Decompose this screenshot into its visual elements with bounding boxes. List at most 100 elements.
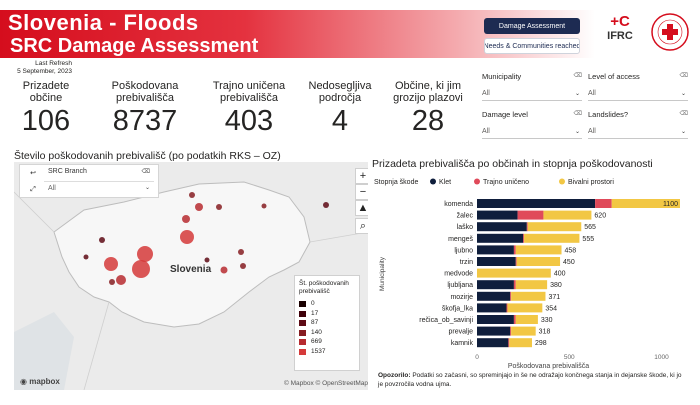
chevron-down-icon: ⌄ <box>574 91 580 97</box>
map-bubble[interactable] <box>240 263 246 269</box>
map-attribution[interactable]: © Mapbox © OpenStreetMap <box>284 380 369 387</box>
bar-segment <box>523 233 525 243</box>
page-subtitle: SRC Damage Assessment <box>10 35 259 57</box>
landslides-dropdown[interactable]: All ⌄ <box>588 126 688 139</box>
kpi-label: Poškodovana prebivališča <box>111 80 179 104</box>
zoom-in-button[interactable]: + <box>355 168 368 184</box>
red-cross-slovenia-logo <box>651 13 689 51</box>
legend-label: 17 <box>311 309 319 317</box>
bar-segment <box>513 280 516 290</box>
data-label: 400 <box>554 271 566 278</box>
country-label: Slovenia <box>170 264 212 275</box>
legend-swatch <box>299 301 306 307</box>
mapbox-logo: ◉ mapbox <box>20 377 60 386</box>
legend-label: 140 <box>311 328 322 336</box>
eraser-icon[interactable]: ⌫ <box>679 111 688 117</box>
map-bubble[interactable] <box>104 257 118 271</box>
map-bubble[interactable] <box>182 215 190 223</box>
map-bubble[interactable] <box>189 192 195 198</box>
eraser-icon[interactable]: ⌫ <box>573 111 582 117</box>
map-bubble[interactable] <box>116 275 126 285</box>
map-bubble[interactable] <box>99 237 105 243</box>
damage-level-dropdown[interactable]: All ⌄ <box>482 126 582 139</box>
bar-segment <box>527 222 582 232</box>
bar-segment <box>477 291 511 301</box>
slicer-label: Level of access <box>588 72 640 81</box>
header-banner: Slovenia - Floods SRC Damage Assessment <box>0 10 700 58</box>
map-bubble[interactable] <box>204 257 210 263</box>
bar-segment <box>516 257 561 266</box>
legend-item: 17 <box>299 309 355 319</box>
map-title: Število poškodovanih prebivališč (po pod… <box>14 150 281 162</box>
legend-swatch <box>299 320 306 326</box>
legend-label: Trajno uničeno <box>483 179 529 186</box>
slicer-label: Damage level <box>482 110 528 119</box>
expand-icon[interactable]: ⤢ <box>30 186 36 193</box>
map-bubble[interactable] <box>180 230 194 244</box>
page-title: Slovenia - Floods <box>8 10 199 35</box>
chevron-down-icon[interactable]: ⌄ <box>144 185 150 191</box>
src-branch-slicer[interactable]: ↩ ⤢ SRC Branch ⌫ All ⌄ <box>19 164 159 198</box>
map-bubble[interactable] <box>323 202 329 208</box>
zoom-out-button[interactable]: − <box>355 184 368 200</box>
compass-button[interactable]: ▲ <box>355 200 368 216</box>
needs-communities-button[interactable]: Needs & Communities reached <box>484 38 580 54</box>
map-bubble[interactable] <box>137 246 153 262</box>
kpi-label: Prizadete občine <box>22 80 70 104</box>
map-bubble[interactable] <box>261 203 267 209</box>
legend-marker <box>559 178 565 185</box>
bar-segment <box>515 280 548 290</box>
eraser-icon[interactable]: ⌫ <box>679 73 688 79</box>
bar-segment <box>526 222 528 232</box>
level-of-access-slicer[interactable]: Level of access ⌫ All ⌄ <box>588 72 688 101</box>
data-label: 620 <box>594 213 606 220</box>
damage-assessment-button[interactable]: Damage Assessment <box>484 18 580 34</box>
bar-segment <box>515 315 538 324</box>
damage-level-slicer[interactable]: Damage level ⌫ All ⌄ <box>482 110 582 139</box>
landslides-slicer[interactable]: Landslides? ⌫ All ⌄ <box>588 110 688 139</box>
map-bubble[interactable] <box>109 279 115 285</box>
slicer-value: All <box>588 128 596 135</box>
category-label: ljubno <box>454 247 473 254</box>
category-label: medvode <box>444 271 473 278</box>
legend-label: 669 <box>311 338 322 345</box>
slicer-value: All <box>482 90 490 97</box>
category-label: trzin <box>460 259 473 266</box>
category-label: laško <box>457 224 473 231</box>
bar-segment <box>477 303 507 313</box>
back-arrow-icon[interactable]: ↩ <box>30 170 36 177</box>
search-map-button[interactable]: ⌕ <box>355 218 368 234</box>
eraser-icon[interactable]: ⌫ <box>141 169 150 175</box>
map-bubble[interactable] <box>238 249 244 255</box>
bar-segment <box>611 199 680 208</box>
municipality-dropdown[interactable]: All ⌄ <box>482 88 582 101</box>
category-label: komenda <box>444 201 473 208</box>
data-label: 458 <box>565 247 577 254</box>
legend-label: 1537 <box>311 347 326 355</box>
branch-value[interactable]: All <box>48 185 56 192</box>
level-of-access-dropdown[interactable]: All ⌄ <box>588 88 688 101</box>
x-tick-label: 0 <box>475 354 479 361</box>
kpi-destroyed-dwellings: Trajno uničena prebivališča 403 <box>203 80 295 136</box>
kpi-value: 28 <box>411 105 445 137</box>
bar-segment <box>543 210 592 220</box>
eraser-icon[interactable]: ⌫ <box>573 73 582 79</box>
data-label: 1100 <box>663 201 678 208</box>
legend-label: 87 <box>311 319 319 326</box>
x-tick-label: 1000 <box>654 354 669 361</box>
map-bubble[interactable] <box>216 204 222 210</box>
map-bubble[interactable] <box>195 203 203 211</box>
kpi-value: 403 <box>224 105 274 137</box>
map-bubble[interactable] <box>83 254 89 260</box>
municipality-slicer[interactable]: Municipality ⌫ All ⌄ <box>482 72 582 101</box>
legend-label: Bivalni prostori <box>568 179 614 186</box>
legend-item: 669 <box>299 337 355 347</box>
category-label: rečica_ob_savinji <box>419 317 473 324</box>
category-label: ljubljana <box>447 282 473 289</box>
slicer-label: Municipality <box>482 72 522 81</box>
bar-segment <box>595 199 612 208</box>
kpi-label: Trajno uničena prebivališča <box>212 80 286 104</box>
map-bubble[interactable] <box>220 266 228 274</box>
map-bubble[interactable] <box>132 260 150 278</box>
bar-chart[interactable]: Stopnja škode Klet Trajno uničeno Bivalni p… <box>370 170 692 370</box>
